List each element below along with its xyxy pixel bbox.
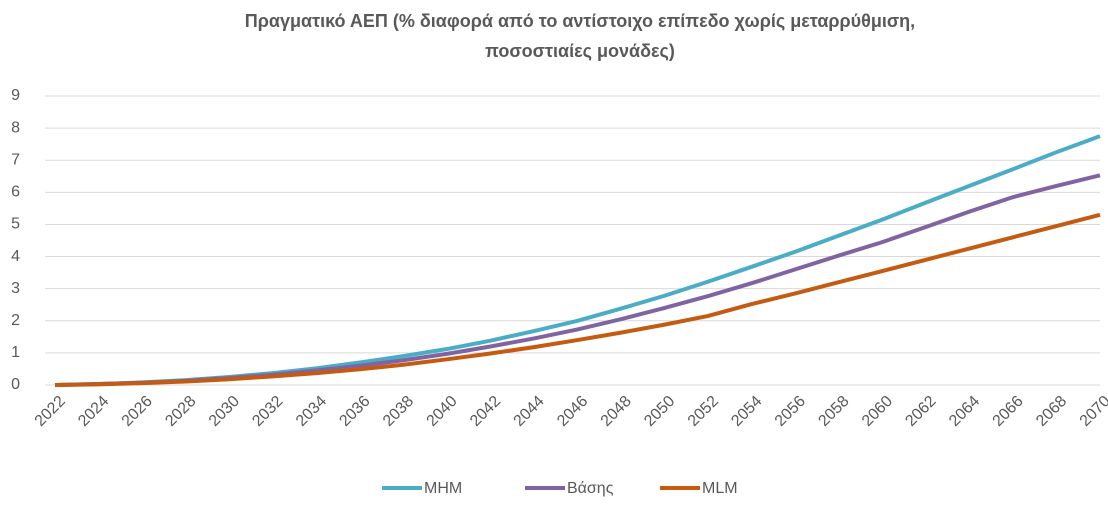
x-tick-label: 2044 bbox=[511, 393, 548, 430]
y-tick-label: 2 bbox=[11, 312, 20, 329]
y-tick-label: 7 bbox=[11, 151, 20, 168]
x-tick-label: 2052 bbox=[685, 393, 722, 430]
x-tick-label: 2064 bbox=[946, 393, 983, 430]
x-tick-label: 2026 bbox=[119, 393, 156, 430]
x-tick-label: 2050 bbox=[641, 393, 678, 430]
y-tick-label: 1 bbox=[11, 344, 20, 361]
x-tick-label: 2056 bbox=[772, 393, 809, 430]
x-tick-label: 2028 bbox=[162, 393, 199, 430]
x-tick-label: 2038 bbox=[380, 393, 417, 430]
x-tick-label: 2054 bbox=[728, 393, 765, 430]
x-tick-label: 2048 bbox=[598, 393, 635, 430]
y-tick-label: 8 bbox=[11, 119, 20, 136]
y-tick-label: 9 bbox=[11, 87, 20, 104]
x-tick-label: 2060 bbox=[859, 393, 896, 430]
x-tick-label: 2042 bbox=[467, 393, 504, 430]
line-series bbox=[54, 173, 1101, 387]
x-tick-label: 2046 bbox=[554, 393, 591, 430]
x-tick-label: 2062 bbox=[902, 393, 939, 430]
x-tick-label: 2058 bbox=[815, 393, 852, 430]
x-tick-label: 2068 bbox=[1033, 393, 1070, 430]
line-series bbox=[54, 212, 1101, 387]
line-series bbox=[54, 134, 1101, 387]
x-tick-label: 2032 bbox=[249, 393, 286, 430]
x-tick-label: 2040 bbox=[423, 393, 460, 430]
y-tick-label: 4 bbox=[11, 248, 20, 265]
chart-title: Πραγματικό ΑΕΠ (% διαφορά από το αντίστο… bbox=[245, 11, 915, 31]
y-tick-label: 5 bbox=[11, 216, 20, 233]
x-tick-label: 2036 bbox=[336, 393, 373, 430]
y-tick-label: 0 bbox=[11, 376, 20, 393]
chart-title: ποσοστιαίες μονάδες) bbox=[485, 41, 675, 61]
x-tick-label: 2030 bbox=[206, 393, 243, 430]
y-tick-label: 6 bbox=[11, 184, 20, 201]
x-tick-label: 2066 bbox=[990, 393, 1027, 430]
legend-label: Βάσης bbox=[567, 480, 614, 497]
y-tick-label: 3 bbox=[11, 280, 20, 297]
x-tick-label: 2034 bbox=[293, 393, 330, 430]
legend-label: MLM bbox=[702, 480, 738, 497]
legend-label: MHM bbox=[424, 480, 462, 497]
x-tick-label: 2022 bbox=[32, 393, 69, 430]
x-tick-label: 2024 bbox=[75, 393, 112, 430]
x-tick-label: 2070 bbox=[1077, 393, 1108, 430]
